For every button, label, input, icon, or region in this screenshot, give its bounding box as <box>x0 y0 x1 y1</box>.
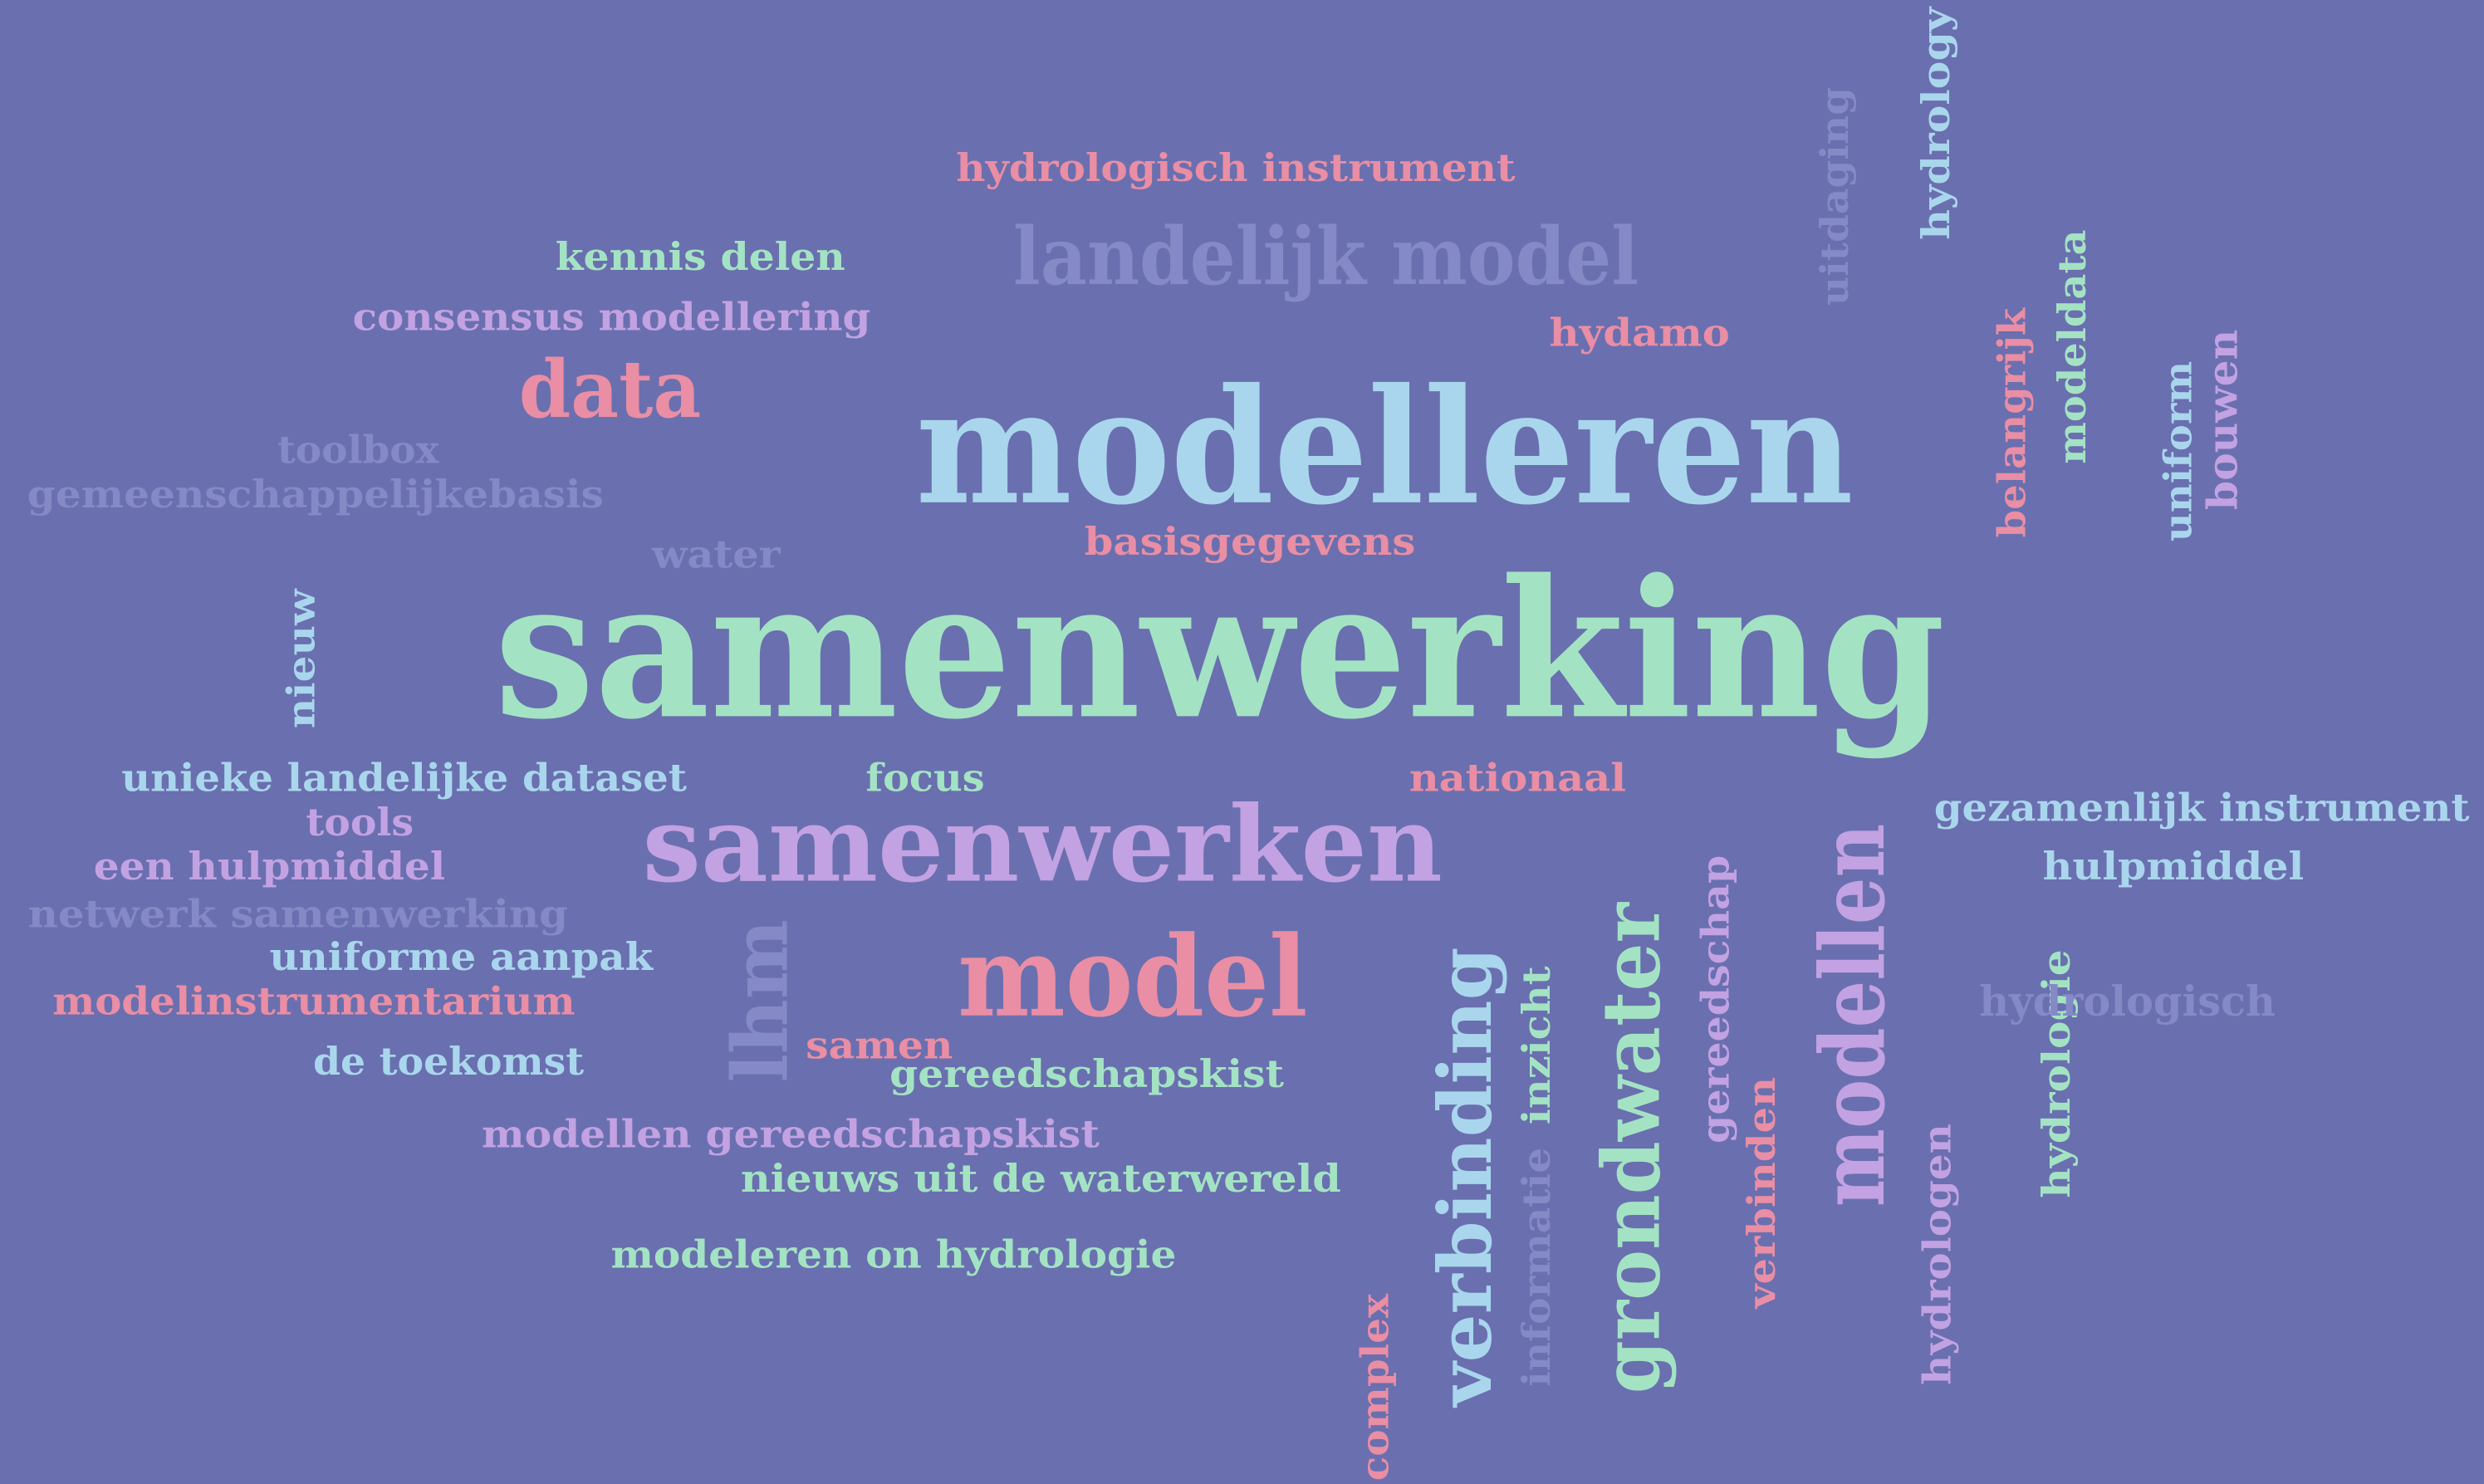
word: hydrologie <box>2034 949 2079 1197</box>
word: unieke landelijke dataset <box>121 755 687 800</box>
words: hydrologisch instrument kennis delen lan… <box>27 6 2470 1481</box>
word: tools <box>306 800 414 845</box>
word: verbinding <box>1423 947 1508 1408</box>
word: hydrologisch instrument <box>956 145 1515 190</box>
word: landelijk model <box>1013 210 1639 303</box>
word: modeleren on hydrologie <box>611 1232 1177 1276</box>
word: nationaal <box>1409 755 1626 800</box>
word: een hulpmiddel <box>94 844 445 889</box>
word: hydrology <box>1913 6 1958 240</box>
word: lhm <box>716 919 806 1082</box>
word: samenwerken <box>643 783 1443 906</box>
word: modelinstrumentarium <box>52 978 575 1023</box>
word: verbinden <box>1739 1077 1784 1310</box>
word: grondwater <box>1585 901 1678 1393</box>
word: de toekomst <box>313 1039 584 1084</box>
word: gemeenschappelijkebasis <box>27 472 604 517</box>
word: modellen gereedschapskist <box>482 1112 1100 1157</box>
word: gereedschapskist <box>889 1051 1284 1096</box>
word: basisgegevens <box>1085 519 1416 564</box>
word: uitdaging <box>1812 87 1857 306</box>
word: gereedschap <box>1693 855 1738 1144</box>
word: samenwerking <box>494 537 1945 761</box>
word: modelleren <box>916 354 1854 540</box>
word: focus <box>866 755 985 800</box>
word: bouwen <box>2198 330 2247 510</box>
word: uniform <box>2156 361 2201 541</box>
word: kennis delen <box>556 234 845 279</box>
word: hydrologisch <box>1979 977 2276 1026</box>
word: samen <box>806 1023 953 1068</box>
word: hydamo <box>1549 311 1729 355</box>
word: complex <box>1353 1293 1398 1481</box>
word: model <box>958 913 1307 1042</box>
word: netwerk samenwerking <box>28 891 568 936</box>
word: informatie <box>1514 1148 1559 1387</box>
word: toolbox <box>277 428 439 473</box>
word: belangrijk <box>1989 307 2034 538</box>
word: modeldata <box>2050 230 2094 464</box>
word: consensus modellering <box>353 294 871 339</box>
word: data <box>519 343 701 436</box>
word: uniforme aanpak <box>270 934 654 979</box>
word: water <box>651 532 781 577</box>
word: nieuw <box>279 588 324 729</box>
word: gezamenlijk instrument <box>1934 786 2470 830</box>
word: inzicht <box>1514 966 1559 1124</box>
word: nieuws uit de waterwereld <box>741 1156 1341 1201</box>
word: hulpmiddel <box>2043 844 2305 889</box>
word: hydrologen <box>1915 1124 1960 1385</box>
word: modellen <box>1801 824 1905 1207</box>
